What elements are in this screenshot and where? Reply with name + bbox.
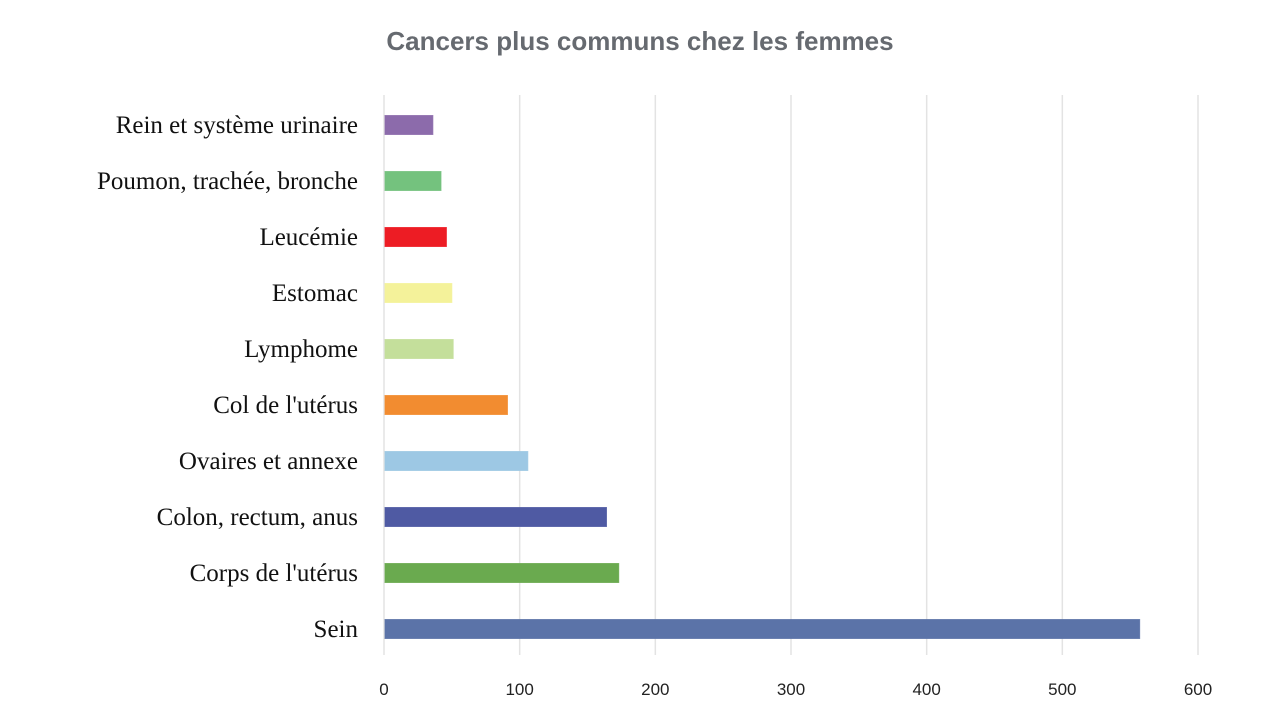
chart-title: Cancers plus communs chez les femmes	[386, 26, 894, 56]
x-tick-label: 400	[912, 680, 940, 699]
category-label: Sein	[314, 616, 359, 643]
bar	[384, 619, 1141, 639]
x-tick-label: 500	[1048, 680, 1076, 699]
category-label: Rein et système urinaire	[116, 112, 358, 139]
x-tick-label: 300	[777, 680, 805, 699]
category-label: Leucémie	[259, 224, 358, 251]
bar	[384, 507, 607, 527]
category-label: Lymphome	[244, 336, 358, 363]
category-label: Estomac	[272, 280, 358, 307]
category-label: Ovaires et annexe	[179, 448, 358, 475]
x-tick-label: 100	[505, 680, 533, 699]
x-tick-label: 200	[641, 680, 669, 699]
x-tick-label: 600	[1184, 680, 1212, 699]
x-tick-label: 0	[379, 680, 388, 699]
category-label: Colon, rectum, anus	[157, 504, 358, 531]
bar	[384, 395, 508, 415]
category-label: Corps de l'utérus	[190, 560, 358, 587]
bar	[384, 339, 454, 359]
bar	[384, 115, 434, 135]
bar	[384, 227, 447, 247]
bar	[384, 171, 442, 191]
category-label: Poumon, trachée, bronche	[97, 168, 358, 195]
bar	[384, 563, 620, 583]
category-label: Col de l'utérus	[213, 392, 358, 419]
bar	[384, 451, 529, 471]
bar	[384, 283, 453, 303]
